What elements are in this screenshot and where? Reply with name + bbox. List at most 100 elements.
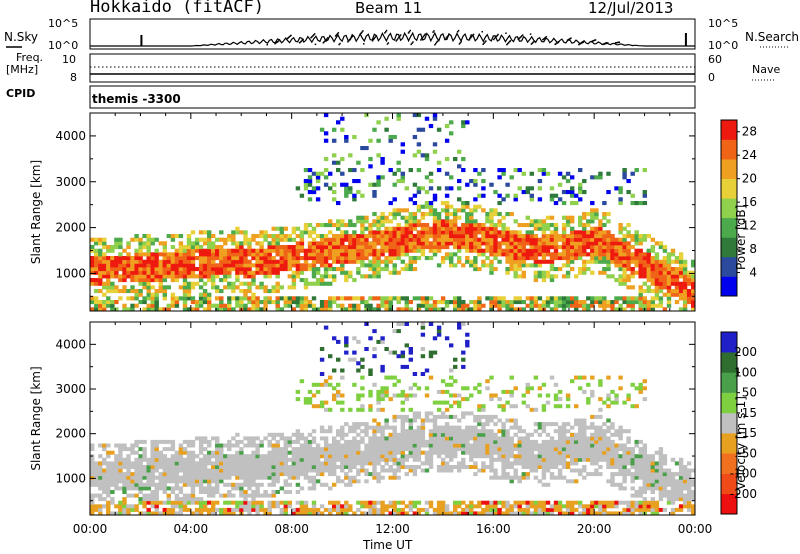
heatmap-cell (501, 230, 506, 235)
heatmap-cell (444, 234, 450, 239)
heatmap-cell (380, 175, 385, 180)
heatmap-cell (98, 300, 103, 305)
heatmap-cell (384, 443, 389, 448)
heatmap-cell (376, 457, 381, 462)
nsearch-point (505, 32, 507, 34)
heatmap-cell (235, 457, 240, 462)
heatmap-cell (654, 303, 660, 308)
heatmap-cell (319, 303, 325, 308)
heatmap-cell (586, 307, 591, 312)
heatmap-cell (202, 457, 208, 462)
heatmap-cell (634, 259, 639, 264)
heatmap-cell (412, 429, 418, 434)
heatmap-cell (259, 281, 264, 286)
heatmap-cell (126, 486, 131, 491)
heatmap-cell (509, 248, 514, 253)
heatmap-cell (549, 461, 555, 466)
nsearch-point (277, 40, 279, 43)
heatmap-cell (283, 263, 288, 268)
heatmap-cell (178, 497, 184, 502)
nsearch-point (433, 30, 435, 32)
heatmap-cell (586, 245, 591, 250)
heatmap-cell (336, 357, 341, 362)
heatmap-cell (529, 461, 534, 466)
nsearch-point (338, 43, 340, 46)
heatmap-cell (90, 500, 95, 505)
heatmap-cell (412, 393, 418, 398)
heatmap-cell (436, 504, 442, 509)
heatmap-cell (283, 436, 288, 441)
heatmap-cell (424, 256, 430, 261)
heatmap-cell (239, 267, 244, 272)
heatmap-cell (565, 447, 571, 452)
heatmap-cell (170, 259, 176, 264)
heatmap-cell (332, 160, 337, 165)
heatmap-cell (126, 504, 131, 509)
heatmap-cell (118, 259, 123, 264)
heatmap-cell (449, 457, 454, 462)
heatmap-cell (170, 292, 176, 297)
heatmap-cell (602, 252, 607, 257)
heatmap-cell (90, 447, 95, 452)
heatmap-cell (517, 479, 522, 484)
heatmap-cell (94, 296, 99, 301)
heatmap-cell (449, 439, 454, 444)
heatmap-cell (170, 270, 176, 275)
heatmap-cell (94, 493, 99, 498)
heatmap-cell (178, 454, 184, 459)
heatmap-cell (549, 263, 555, 268)
heatmap-cell (291, 432, 297, 437)
heatmap-cell (283, 248, 288, 253)
heatmap-cell (364, 479, 369, 484)
heatmap-cell (142, 493, 147, 498)
heatmap-cell (118, 450, 123, 455)
heatmap-cell (590, 270, 595, 275)
heatmap-cell (557, 425, 563, 430)
heatmap-cell (493, 212, 498, 217)
heatmap-cell (501, 465, 506, 469)
heatmap-cell (553, 461, 559, 466)
heatmap-cell (336, 256, 341, 261)
heatmap-cell (303, 511, 309, 516)
heatmap-cell (529, 300, 534, 305)
heatmap-cell (594, 237, 599, 242)
heatmap-cell (158, 486, 163, 491)
heatmap-cell (529, 223, 534, 228)
heatmap-cell (517, 223, 522, 228)
heatmap-cell (570, 245, 575, 250)
nsearch-point (373, 37, 375, 40)
heatmap-cell (328, 307, 333, 312)
heatmap-cell (275, 270, 280, 275)
heatmap-cell (364, 461, 369, 466)
heatmap-cell (642, 193, 647, 198)
heatmap-cell (235, 278, 240, 283)
heatmap-cell (178, 270, 184, 275)
heatmap-cell (505, 418, 510, 423)
heatmap-cell (279, 511, 284, 516)
heatmap-cell (525, 472, 530, 477)
heatmap-cell (251, 281, 256, 286)
heatmap-cell (497, 307, 502, 312)
colorbar-tick-label: 16 (742, 195, 757, 209)
heatmap-cell (477, 429, 482, 434)
heatmap-cell (332, 241, 337, 246)
heatmap-cell (243, 479, 248, 484)
heatmap-cell (400, 149, 405, 154)
heatmap-cell (158, 289, 163, 294)
nsearch-point (506, 43, 508, 46)
heatmap-cell (90, 493, 95, 498)
heatmap-cell (110, 475, 115, 480)
heatmap-cell (182, 457, 188, 462)
heatmap-cell (295, 267, 301, 272)
heatmap-cell (469, 447, 474, 452)
heatmap-cell (259, 245, 264, 250)
heatmap-cell (372, 457, 377, 462)
heatmap-cell (150, 500, 155, 505)
heatmap-cell (360, 245, 365, 250)
heatmap-cell (202, 237, 208, 242)
heatmap-cell (162, 252, 167, 257)
heatmap-cell (497, 429, 502, 434)
heatmap-cell (461, 120, 466, 125)
heatmap-cell (364, 245, 369, 250)
heatmap-cell (570, 252, 575, 257)
